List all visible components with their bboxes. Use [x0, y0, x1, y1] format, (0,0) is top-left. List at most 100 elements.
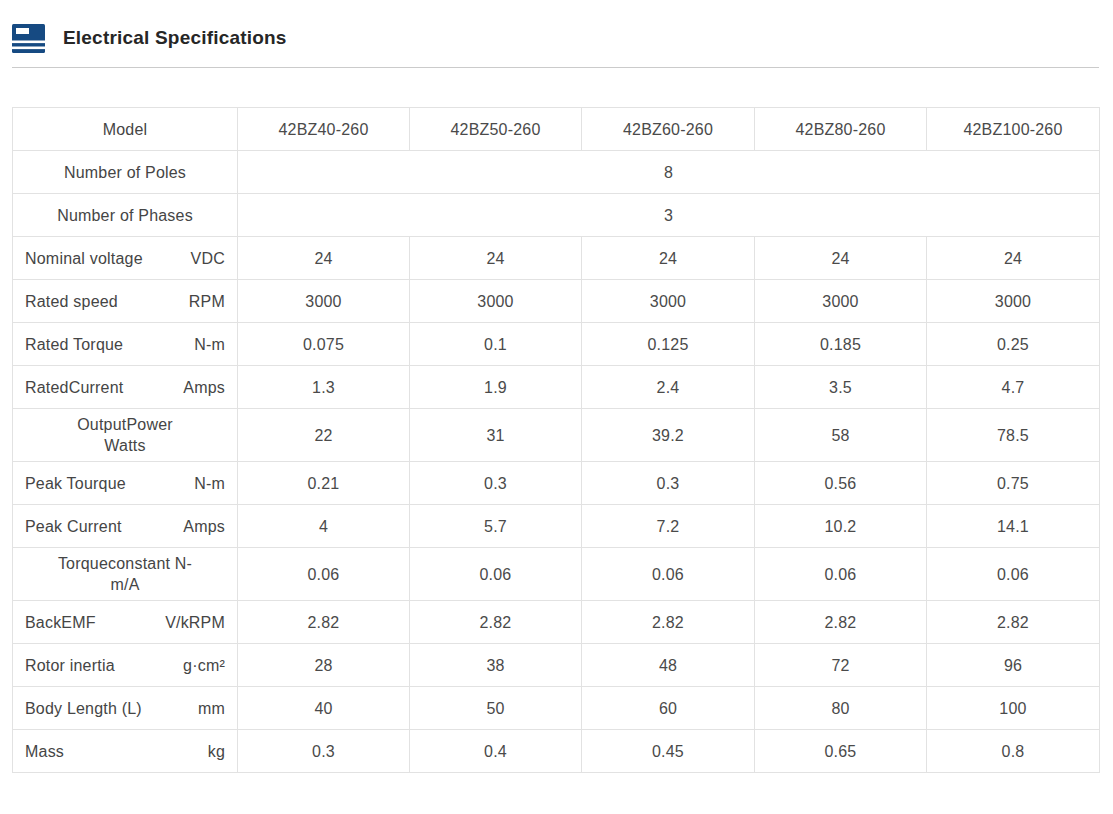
spec-value-cell: 60 [582, 687, 755, 730]
spec-label-cell: Torqueconstant N-m/A [13, 548, 238, 601]
spec-label: Body Length (L) [25, 698, 142, 719]
spec-value-cell: 2.82 [410, 601, 582, 644]
spec-value-cell: 24 [927, 237, 1100, 280]
table-row: Peak CurrentAmps45.77.210.214.1 [13, 505, 1100, 548]
model-header-cell: 42BZ50-260 [410, 108, 582, 151]
spec-label-line: m/A [21, 574, 229, 595]
spec-value-cell: 22 [238, 409, 410, 462]
spec-label: Rated speed [25, 291, 118, 312]
model-header-cell: 42BZ80-260 [755, 108, 927, 151]
spec-value-cell: 0.25 [927, 323, 1100, 366]
spec-value-cell: 0.075 [238, 323, 410, 366]
spec-value-cell: 72 [755, 644, 927, 687]
spec-value-cell: 3000 [755, 280, 927, 323]
spec-value-cell: 4 [238, 505, 410, 548]
spec-value-cell: 2.82 [927, 601, 1100, 644]
spec-label: Peak Tourque [25, 473, 126, 494]
table-row: Nominal voltageVDC2424242424 [13, 237, 1100, 280]
spec-label: Mass [25, 741, 64, 762]
spec-unit: mm [198, 698, 225, 719]
spec-value-cell: 2.82 [582, 601, 755, 644]
spec-value-cell: 24 [582, 237, 755, 280]
table-row: Number of Poles8 [13, 151, 1100, 194]
spec-list-icon [12, 24, 45, 53]
spec-label-cell: Rated Torque N-m [13, 323, 238, 366]
spec-value-cell: 24 [755, 237, 927, 280]
spec-unit: kg [208, 741, 225, 762]
model-header-cell: 42BZ60-260 [582, 108, 755, 151]
spec-value-cell: 96 [927, 644, 1100, 687]
table-row: Peak TourqueN-m0.210.30.30.560.75 [13, 462, 1100, 505]
corner-cell-model: Model [13, 108, 238, 151]
spec-value-cell: 0.3 [238, 730, 410, 773]
spec-value-cell: 0.1 [410, 323, 582, 366]
spec-value-cell: 0.3 [410, 462, 582, 505]
spec-value-cell: 4.7 [927, 366, 1100, 409]
spec-label-cell: Mass kg [13, 730, 238, 773]
spec-label: Rotor inertia [25, 655, 115, 676]
spec-unit: Amps [183, 377, 225, 398]
spec-label-cell: OutputPowerWatts [13, 409, 238, 462]
spec-value-cell: 0.3 [582, 462, 755, 505]
page: Electrical Specifications Model42BZ40-26… [0, 0, 1113, 773]
spec-value-cell: 80 [755, 687, 927, 730]
spec-unit: VDC [191, 248, 225, 269]
table-row: Body Length (L) mm 40506080100 [13, 687, 1100, 730]
spec-value-cell: 78.5 [927, 409, 1100, 462]
spec-label-cell: Body Length (L) mm [13, 687, 238, 730]
table-row: Torqueconstant N-m/A0.060.060.060.060.06 [13, 548, 1100, 601]
spec-value-cell: 0.21 [238, 462, 410, 505]
spec-value-cell: 0.8 [927, 730, 1100, 773]
spec-unit: N-m [194, 334, 225, 355]
spec-value-cell: 2.82 [755, 601, 927, 644]
spec-label-cell: RatedCurrent Amps [13, 366, 238, 409]
spec-value-cell: 50 [410, 687, 582, 730]
spec-value-cell: 3000 [582, 280, 755, 323]
spec-value-cell: 100 [927, 687, 1100, 730]
spec-value-cell: 0.45 [582, 730, 755, 773]
spec-value-cell: 10.2 [755, 505, 927, 548]
model-header-cell: 42BZ100-260 [927, 108, 1100, 151]
spec-value-cell: 24 [410, 237, 582, 280]
table-row: Mass kg 0.30.40.450.650.8 [13, 730, 1100, 773]
spec-value-cell: 3000 [927, 280, 1100, 323]
spec-value-cell: 0.06 [582, 548, 755, 601]
spec-label-cell: Peak TourqueN-m [13, 462, 238, 505]
spec-value-cell: 0.4 [410, 730, 582, 773]
spec-span-value-cell: 8 [238, 151, 1100, 194]
table-head: Model42BZ40-26042BZ50-26042BZ60-26042BZ8… [13, 108, 1100, 151]
spec-value-cell: 0.75 [927, 462, 1100, 505]
spec-label-cell: Rated speedRPM [13, 280, 238, 323]
table-row: BackEMFV/kRPM2.822.822.822.822.82 [13, 601, 1100, 644]
spec-label: Nominal voltage [25, 248, 143, 269]
spec-label-cell: Number of Poles [13, 151, 238, 194]
spec-value-cell: 39.2 [582, 409, 755, 462]
spec-label-cell: Rotor inertiag·cm² [13, 644, 238, 687]
table-body: Number of Poles8Number of Phases3Nominal… [13, 151, 1100, 773]
spec-value-cell: 31 [410, 409, 582, 462]
spec-span-value-cell: 3 [238, 194, 1100, 237]
spec-value-cell: 40 [238, 687, 410, 730]
spec-label-cell: Peak CurrentAmps [13, 505, 238, 548]
spec-label-cell: Number of Phases [13, 194, 238, 237]
spec-label-cell: Nominal voltage VDC [13, 237, 238, 280]
spec-value-cell: 38 [410, 644, 582, 687]
spec-value-cell: 3000 [238, 280, 410, 323]
spec-label: RatedCurrent [25, 377, 123, 398]
spec-label: BackEMF [25, 612, 96, 633]
spec-value-cell: 58 [755, 409, 927, 462]
spec-value-cell: 2.4 [582, 366, 755, 409]
spec-label-cell: BackEMF V/kRPM [13, 601, 238, 644]
spec-value-cell: 28 [238, 644, 410, 687]
spec-value-cell: 0.56 [755, 462, 927, 505]
spec-value-cell: 0.06 [238, 548, 410, 601]
header-divider [12, 67, 1099, 68]
spec-value-cell: 0.65 [755, 730, 927, 773]
spec-value-cell: 0.185 [755, 323, 927, 366]
section-header: Electrical Specifications [12, 22, 1099, 54]
spec-value-cell: 5.7 [410, 505, 582, 548]
spec-value-cell: 3000 [410, 280, 582, 323]
spec-unit: V/kRPM [165, 612, 225, 633]
spec-label: Rated Torque [25, 334, 123, 355]
spec-value-cell: 0.06 [927, 548, 1100, 601]
